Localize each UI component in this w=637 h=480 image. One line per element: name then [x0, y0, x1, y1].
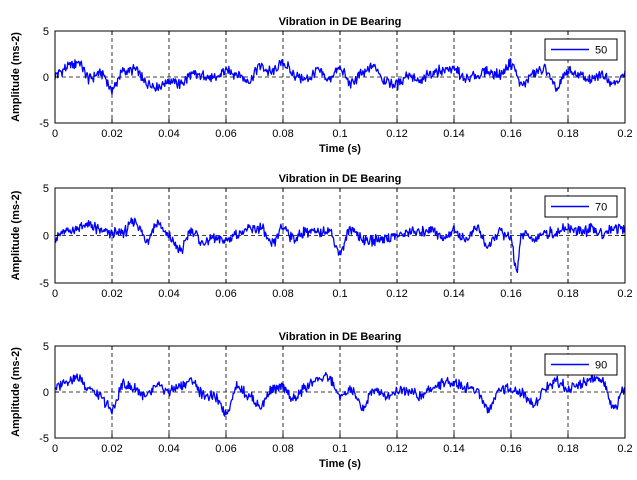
x-tick-label: 0: [52, 288, 58, 300]
x-tick-label: 0.04: [158, 288, 179, 300]
x-tick-label: 0.18: [557, 288, 578, 300]
x-tick-label: 0.2: [617, 288, 632, 300]
x-tick-label: 0.04: [158, 128, 179, 140]
legend-label: 70: [595, 202, 607, 214]
legend: 70: [544, 195, 618, 218]
x-tick-label: 0.1: [332, 443, 347, 455]
y-axis-label: Amplitude (ms-2): [10, 347, 22, 437]
y-tick-label: -5: [39, 118, 49, 130]
x-tick-label: 0.14: [443, 288, 464, 300]
x-tick-label: 0: [52, 128, 58, 140]
x-tick-label: 0.04: [158, 443, 179, 455]
legend-label: 90: [595, 360, 607, 372]
x-tick-label: 0.18: [557, 443, 578, 455]
y-tick-label: 5: [43, 26, 49, 38]
series-line-50: [54, 58, 626, 95]
x-tick-label: 0.2: [617, 443, 632, 455]
x-tick-label: 0.14: [443, 443, 464, 455]
legend: 90: [544, 353, 618, 376]
x-tick-label: 0.12: [386, 128, 407, 140]
y-tick-label: -5: [39, 278, 49, 290]
y-axis-label: Amplitude (ms-2): [10, 190, 22, 280]
x-tick-label: 0.08: [272, 128, 293, 140]
series-line-90: [54, 371, 626, 417]
x-tick-label: 0.1: [332, 288, 347, 300]
x-tick-label: 0.08: [272, 443, 293, 455]
x-tick-label: 0.12: [386, 288, 407, 300]
x-tick-label: 0.18: [557, 128, 578, 140]
x-tick-label: 0: [52, 443, 58, 455]
x-tick-label: 0.02: [101, 443, 122, 455]
panel-1: 0 0.02 0.04 0.06 0.08 0.1 0.12 0.14 0.16 0.18 0.2 -…: [10, 16, 633, 155]
x-tick-label: 0.06: [215, 443, 236, 455]
chart-title: Vibration in DE Bearing: [279, 331, 402, 343]
x-tick-label: 0.16: [500, 288, 521, 300]
panel-3: 0 0.02 0.04 0.06 0.08 0.1 0.12 0.14 0.16 0.18 0.2 -…: [10, 331, 633, 470]
legend-label: 50: [595, 45, 607, 57]
chart-title: Vibration in DE Bearing: [279, 16, 402, 28]
x-tick-label: 0.16: [500, 128, 521, 140]
x-axis-label: Time (s): [319, 458, 361, 470]
x-tick-label: 0.02: [101, 128, 122, 140]
x-tick-label: 0.14: [443, 128, 464, 140]
y-tick-label: -5: [39, 433, 49, 445]
x-tick-label: 0.2: [617, 128, 632, 140]
y-tick-label: 5: [43, 183, 49, 195]
x-tick-label: 0.02: [101, 288, 122, 300]
panel-2: 0 0.02 0.04 0.06 0.08 0.1 0.12 0.14 0.16 0.18 0.2 -…: [10, 173, 633, 300]
legend: 50: [544, 38, 618, 61]
series-line-70: [54, 217, 626, 274]
y-tick-label: 0: [43, 387, 49, 399]
x-tick-label: 0.1: [332, 128, 347, 140]
y-tick-label: 0: [43, 72, 49, 84]
x-axis-label: Time (s): [319, 143, 361, 155]
y-axis-label: Amplitude (ms-2): [10, 32, 22, 122]
x-tick-label: 0.12: [386, 443, 407, 455]
chart-title: Vibration in DE Bearing: [279, 173, 402, 185]
x-tick-label: 0.06: [215, 128, 236, 140]
x-tick-label: 0.06: [215, 288, 236, 300]
x-tick-label: 0.08: [272, 288, 293, 300]
y-tick-label: 0: [43, 231, 49, 243]
y-tick-label: 5: [43, 341, 49, 353]
x-tick-label: 0.16: [500, 443, 521, 455]
